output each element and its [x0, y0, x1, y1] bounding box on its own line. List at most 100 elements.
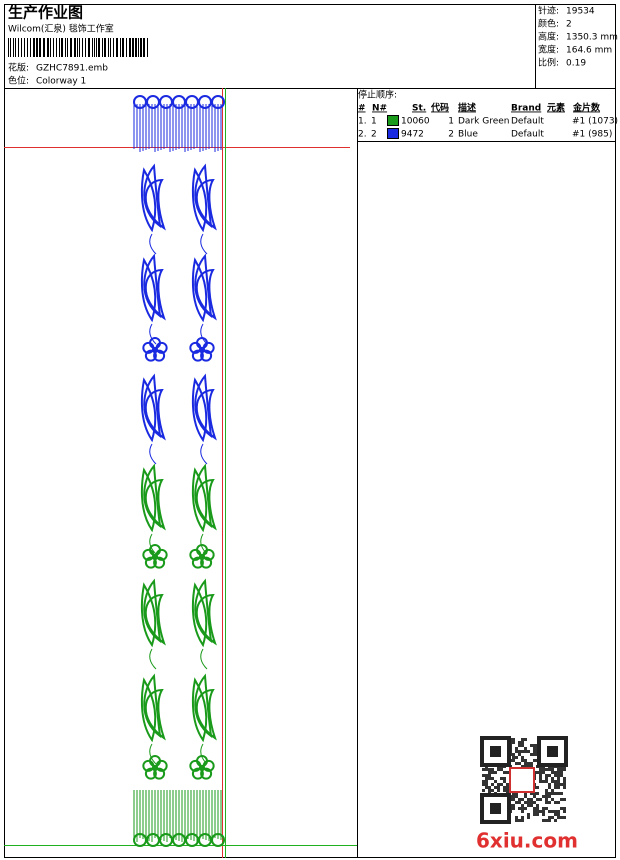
- qr-cell: [518, 741, 521, 744]
- scallop: [185, 95, 199, 109]
- qr-cell: [482, 783, 485, 786]
- bar: [129, 38, 131, 57]
- qr-cell: [536, 807, 539, 810]
- qr-cell: [521, 741, 524, 744]
- qr-cell: [560, 783, 563, 786]
- scallop: [185, 833, 199, 847]
- bar: [110, 38, 111, 57]
- qr-cell: [551, 816, 554, 819]
- qr-cell: [557, 780, 560, 783]
- petal: [144, 556, 157, 569]
- qr-cell: [518, 807, 521, 810]
- qr-cell: [506, 789, 509, 792]
- qr-cell: [515, 762, 518, 765]
- qr-cell: [557, 777, 560, 780]
- qr-cell: [524, 747, 527, 750]
- leaf: [195, 388, 217, 441]
- qr-cell: [521, 750, 524, 753]
- colorway: Colorway 1: [36, 77, 86, 87]
- leaf: [140, 467, 157, 533]
- qr-cell: [521, 816, 524, 819]
- leaf: [195, 688, 217, 741]
- qr-cell: [518, 819, 521, 822]
- bar: [8, 38, 9, 57]
- qr-cell: [518, 744, 521, 747]
- qr-cell: [563, 810, 566, 813]
- leaf: [144, 268, 166, 321]
- qr-cell: [518, 801, 521, 804]
- vine: [149, 743, 157, 765]
- qr-cell: [554, 774, 557, 777]
- bar: [74, 38, 76, 57]
- qr-cell: [503, 771, 506, 774]
- qr-cell: [545, 819, 548, 822]
- qr-cell: [557, 774, 560, 777]
- bar: [79, 38, 80, 57]
- qr-cell: [557, 792, 560, 795]
- qr-cell: [554, 786, 557, 789]
- qr-cell: [527, 798, 530, 801]
- info-value: 19534: [566, 7, 595, 17]
- scallop: [159, 833, 173, 847]
- bar: [65, 38, 66, 57]
- vine: [149, 233, 157, 255]
- qr-cell: [533, 747, 536, 750]
- qr-cell: [542, 819, 545, 822]
- flower-center: [199, 765, 205, 771]
- qr-cell: [545, 792, 548, 795]
- leaf: [195, 593, 217, 646]
- bar: [59, 38, 60, 57]
- row-index: 1.: [358, 117, 367, 127]
- leaf: [195, 478, 217, 531]
- qr-cell: [530, 753, 533, 756]
- vine: [149, 323, 157, 345]
- bar: [140, 38, 142, 57]
- info-label: 针迹:: [538, 5, 559, 17]
- qr-cell: [524, 807, 527, 810]
- qr-cell: [500, 768, 503, 771]
- qr-cell: [560, 771, 563, 774]
- qr-cell: [530, 765, 533, 768]
- qr-cell: [557, 768, 560, 771]
- leaf: [140, 167, 157, 233]
- qr-cell: [515, 756, 518, 759]
- qr-cell: [485, 774, 488, 777]
- flower-center: [152, 554, 158, 560]
- qr-cell: [536, 771, 539, 774]
- qr-cell: [512, 759, 515, 762]
- column-header: 元素: [547, 102, 565, 114]
- qr-cell: [539, 780, 542, 783]
- qr-cell: [521, 738, 524, 741]
- qr-cell: [533, 813, 536, 816]
- qr-cell: [554, 783, 557, 786]
- qr-finder: [480, 793, 511, 824]
- column-header: St.: [412, 104, 426, 114]
- vine: [200, 233, 208, 255]
- stamp: [509, 767, 535, 793]
- qr-cell: [524, 750, 527, 753]
- bar: [61, 38, 63, 57]
- qr-cell: [506, 786, 509, 789]
- qr-cell: [488, 774, 491, 777]
- leaf: [144, 688, 166, 741]
- qr-cell: [497, 789, 500, 792]
- qr-cell: [533, 753, 536, 756]
- bar: [88, 38, 90, 57]
- row-code: 2: [448, 130, 454, 140]
- bar: [70, 38, 72, 57]
- qr-cell: [515, 801, 518, 804]
- qr-cell: [512, 756, 515, 759]
- qr-cell: [536, 786, 539, 789]
- qr-cell: [524, 762, 527, 765]
- qr-cell: [512, 741, 515, 744]
- qr-cell: [521, 744, 524, 747]
- qr-cell: [512, 807, 515, 810]
- qr-cell: [518, 798, 521, 801]
- qr-cell: [488, 771, 491, 774]
- qr-cell: [548, 810, 551, 813]
- qr-cell: [524, 738, 527, 741]
- qr-cell: [548, 786, 551, 789]
- scallop: [159, 95, 173, 109]
- qr-cell: [485, 780, 488, 783]
